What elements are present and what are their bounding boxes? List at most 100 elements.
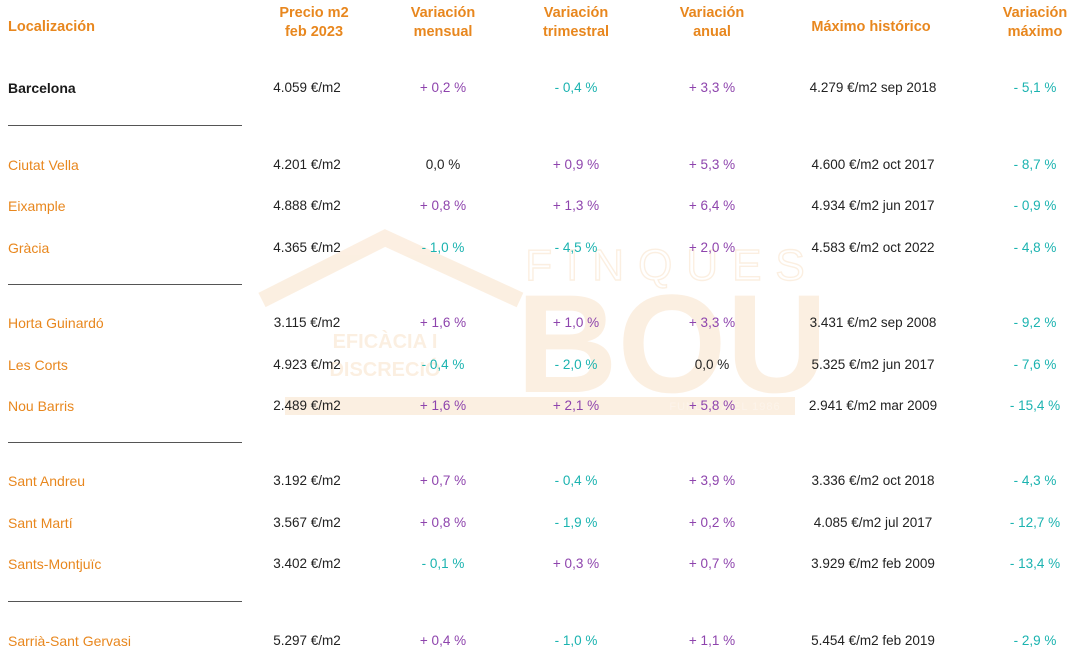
row-historic-max: 2.941 €/m2 mar 2009 <box>808 398 938 413</box>
row-price: 4.365 €/m2 <box>273 240 341 255</box>
row-price: 4.201 €/m2 <box>273 157 341 172</box>
row-annual-change: 0,0 % <box>694 357 730 372</box>
header-quarterly: Variación trimestral <box>516 4 636 42</box>
row-location: Les Corts <box>8 357 68 373</box>
row-quarterly-change: - 2,0 % <box>554 357 598 372</box>
row-monthly-change: + 0,2 % <box>419 80 467 95</box>
row-price: 3.192 €/m2 <box>273 473 341 488</box>
row-price: 4.923 €/m2 <box>273 357 341 372</box>
header-monthly-line2: mensual <box>413 24 473 40</box>
row-annual-change: + 3,3 % <box>688 80 736 95</box>
group-separator <box>8 442 242 443</box>
row-change-from-max: - 4,8 % <box>1013 240 1057 255</box>
row-change-from-max: - 15,4 % <box>1009 398 1061 413</box>
row-annual-change: + 5,3 % <box>688 157 736 172</box>
header-price-line1: Precio m2 <box>279 5 349 21</box>
row-monthly-change: + 0,7 % <box>419 473 467 488</box>
row-price: 2.489 €/m2 <box>273 398 341 413</box>
row-quarterly-change: + 0,9 % <box>552 157 600 172</box>
header-var-max-line2: máximo <box>1007 24 1063 40</box>
header-quarterly-line2: trimestral <box>542 24 610 40</box>
row-annual-change: + 2,0 % <box>688 240 736 255</box>
row-change-from-max: - 12,7 % <box>1009 515 1061 530</box>
header-location: Localización <box>8 19 96 35</box>
row-price: 4.059 €/m2 <box>273 80 341 95</box>
row-monthly-change: + 0,8 % <box>419 515 467 530</box>
header-annual-line1: Variación <box>679 5 745 21</box>
group-separator <box>8 125 242 126</box>
row-monthly-change: + 1,6 % <box>419 398 467 413</box>
row-location: Barcelona <box>8 80 76 96</box>
row-historic-max: 4.934 €/m2 jun 2017 <box>811 198 935 213</box>
group-separator <box>8 601 242 602</box>
header-var-max: Variación máximo <box>985 4 1080 42</box>
row-location: Eixample <box>8 198 66 214</box>
row-quarterly-change: - 1,0 % <box>554 633 598 648</box>
row-change-from-max: - 4,3 % <box>1013 473 1057 488</box>
row-annual-change: + 3,3 % <box>688 315 736 330</box>
group-separator <box>8 284 242 285</box>
header-quarterly-line1: Variación <box>543 5 609 21</box>
row-price: 3.567 €/m2 <box>273 515 341 530</box>
row-quarterly-change: - 0,4 % <box>554 473 598 488</box>
row-quarterly-change: + 1,0 % <box>552 315 600 330</box>
header-price-line2: feb 2023 <box>284 24 344 40</box>
row-historic-max: 4.600 €/m2 oct 2017 <box>811 157 935 172</box>
row-historic-max: 3.929 €/m2 feb 2009 <box>811 556 935 571</box>
header-max: Máximo histórico <box>811 19 931 35</box>
row-historic-max: 5.325 €/m2 jun 2017 <box>811 357 935 372</box>
header-var-max-line1: Variación <box>1002 5 1068 21</box>
row-historic-max: 4.085 €/m2 jul 2017 <box>813 515 933 530</box>
row-change-from-max: - 0,9 % <box>1013 198 1057 213</box>
row-change-from-max: - 9,2 % <box>1013 315 1057 330</box>
header-monthly: Variación mensual <box>383 4 503 42</box>
row-price: 3.115 €/m2 <box>273 315 341 330</box>
row-quarterly-change: - 0,4 % <box>554 80 598 95</box>
row-location: Ciutat Vella <box>8 157 79 173</box>
row-annual-change: + 0,2 % <box>688 515 736 530</box>
row-annual-change: + 3,9 % <box>688 473 736 488</box>
header-annual-line2: anual <box>693 24 731 40</box>
row-change-from-max: - 5,1 % <box>1013 80 1057 95</box>
row-quarterly-change: + 2,1 % <box>552 398 600 413</box>
row-annual-change: + 1,1 % <box>688 633 736 648</box>
row-change-from-max: - 2,9 % <box>1013 633 1057 648</box>
row-annual-change: + 6,4 % <box>688 198 736 213</box>
header-monthly-line1: Variación <box>410 5 476 21</box>
row-historic-max: 5.454 €/m2 feb 2019 <box>811 633 935 648</box>
row-monthly-change: + 1,6 % <box>419 315 467 330</box>
row-monthly-change: - 1,0 % <box>421 240 465 255</box>
row-monthly-change: - 0,1 % <box>421 556 465 571</box>
row-location: Sant Andreu <box>8 473 86 489</box>
row-location: Gràcia <box>8 240 50 256</box>
row-monthly-change: + 0,8 % <box>419 198 467 213</box>
row-annual-change: + 5,8 % <box>688 398 736 413</box>
row-quarterly-change: + 0,3 % <box>552 556 600 571</box>
row-change-from-max: - 7,6 % <box>1013 357 1057 372</box>
row-location: Sants-Montjuïc <box>8 556 102 572</box>
row-historic-max: 3.336 €/m2 oct 2018 <box>811 473 935 488</box>
header-price: Precio m2 feb 2023 <box>254 4 374 42</box>
row-price: 3.402 €/m2 <box>273 556 341 571</box>
row-monthly-change: + 0,4 % <box>419 633 467 648</box>
row-quarterly-change: - 4,5 % <box>554 240 598 255</box>
row-monthly-change: 0,0 % <box>425 157 461 172</box>
row-historic-max: 3.431 €/m2 sep 2008 <box>809 315 937 330</box>
row-historic-max: 4.583 €/m2 oct 2022 <box>811 240 935 255</box>
row-price: 4.888 €/m2 <box>273 198 341 213</box>
row-historic-max: 4.279 €/m2 sep 2018 <box>809 80 937 95</box>
row-change-from-max: - 13,4 % <box>1009 556 1061 571</box>
header-annual: Variación anual <box>652 4 772 42</box>
row-location: Nou Barris <box>8 398 75 414</box>
row-monthly-change: - 0,4 % <box>421 357 465 372</box>
row-quarterly-change: + 1,3 % <box>552 198 600 213</box>
row-price: 5.297 €/m2 <box>273 633 341 648</box>
row-location: Sant Martí <box>8 515 73 531</box>
row-location: Sarrià-Sant Gervasi <box>8 633 131 649</box>
watermark-left1-text: EFICÀCIA I <box>333 330 438 353</box>
row-change-from-max: - 8,7 % <box>1013 157 1057 172</box>
row-location: Horta Guinardó <box>8 315 104 331</box>
row-annual-change: + 0,7 % <box>688 556 736 571</box>
row-quarterly-change: - 1,9 % <box>554 515 598 530</box>
